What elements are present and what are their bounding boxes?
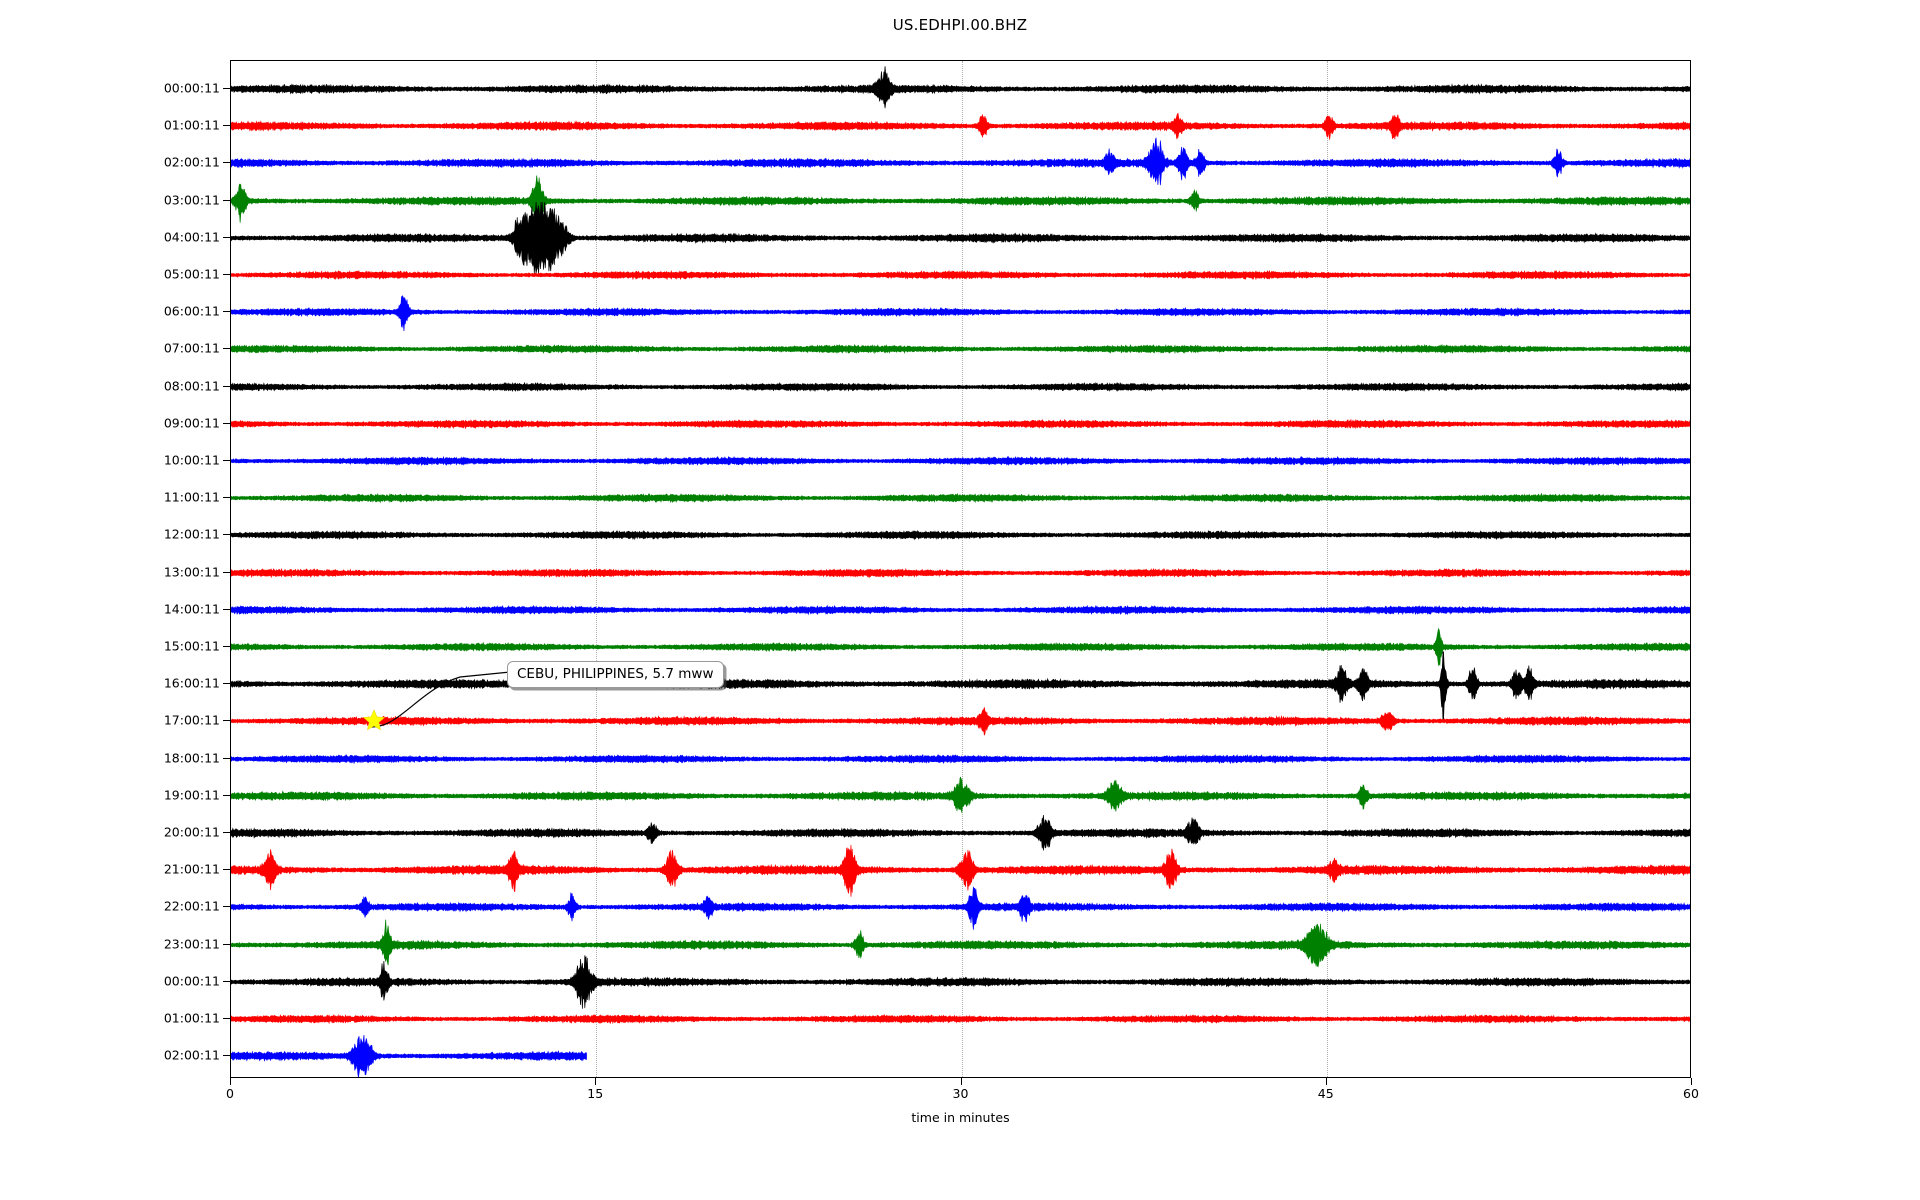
y-axis-tick-mark bbox=[223, 162, 231, 164]
seismogram-trace bbox=[231, 424, 1690, 498]
plot-canvas bbox=[231, 61, 1690, 1077]
seismogram-trace bbox=[231, 275, 1690, 349]
seismogram-trace bbox=[231, 908, 1690, 982]
plot-area bbox=[230, 60, 1691, 1078]
seismogram-trace bbox=[231, 722, 1690, 796]
x-axis-tick-label: 45 bbox=[1317, 1086, 1334, 1101]
y-axis-tick-mark bbox=[223, 683, 231, 685]
seismogram-trace bbox=[231, 126, 1690, 200]
seismogram-trace bbox=[231, 201, 1690, 275]
y-axis-tick-mark bbox=[223, 311, 231, 313]
y-axis-tick-label: 16:00:11 bbox=[163, 675, 220, 691]
y-axis-tick-mark bbox=[223, 869, 231, 871]
y-axis-tick-label: 10:00:11 bbox=[163, 452, 220, 468]
y-axis-tick-label: 01:00:11 bbox=[163, 117, 220, 133]
y-axis-tick-mark bbox=[223, 422, 231, 424]
seismogram-trace bbox=[231, 945, 1690, 1019]
seismogram-trace bbox=[231, 1019, 587, 1077]
x-axis-tick-mark bbox=[230, 1078, 231, 1085]
seismogram-trace bbox=[231, 982, 1690, 1056]
x-axis-tick-mark bbox=[1691, 1078, 1692, 1085]
y-axis-tick-mark bbox=[223, 88, 231, 89]
y-axis-tick-mark bbox=[223, 608, 231, 610]
seismogram-trace bbox=[231, 350, 1690, 424]
seismogram-trace bbox=[231, 796, 1690, 870]
y-axis-tick-mark bbox=[223, 832, 231, 833]
x-axis-tick-mark bbox=[595, 1078, 597, 1085]
seismogram-trace bbox=[231, 238, 1690, 312]
y-axis-tick-mark bbox=[223, 980, 231, 982]
seismogram-trace bbox=[231, 536, 1690, 610]
x-axis-tick-label: 0 bbox=[226, 1086, 234, 1101]
y-axis-tick-label: 00:00:11 bbox=[163, 973, 220, 989]
y-axis-tick-mark bbox=[223, 385, 231, 387]
y-axis-tick-label: 02:00:11 bbox=[163, 154, 220, 170]
seismogram-trace bbox=[231, 312, 1690, 386]
y-axis-tick-label: 13:00:11 bbox=[163, 564, 220, 580]
y-axis-tick-label: 01:00:11 bbox=[163, 1010, 220, 1026]
y-axis-tick-label: 21:00:11 bbox=[163, 861, 220, 877]
y-axis-tick-label: 19:00:11 bbox=[163, 787, 220, 803]
x-axis-tick-label: 60 bbox=[1683, 1086, 1699, 1101]
seismogram-trace bbox=[231, 387, 1690, 461]
gridline-vertical bbox=[1326, 61, 1328, 1077]
y-axis-tick-label: 09:00:11 bbox=[163, 415, 220, 431]
y-axis-tick-mark bbox=[223, 348, 231, 350]
y-axis-tick-mark bbox=[223, 125, 231, 127]
event-annotation-label[interactable]: CEBU, PHILIPPINES, 5.7 mww bbox=[507, 661, 724, 688]
y-axis-tick-label: 00:00:11 bbox=[163, 80, 220, 96]
seismogram-trace bbox=[231, 573, 1690, 647]
y-axis-tick-mark bbox=[223, 274, 231, 275]
y-axis-tick-label: 20:00:11 bbox=[163, 824, 220, 840]
y-axis-tick-label: 22:00:11 bbox=[163, 898, 220, 914]
event-star-icon bbox=[362, 709, 385, 731]
y-axis-tick-mark bbox=[223, 906, 231, 908]
x-axis-label: time in minutes bbox=[911, 1110, 1010, 1125]
y-axis-tick-mark bbox=[223, 534, 231, 536]
seismogram-trace bbox=[231, 61, 1690, 126]
seismogram-trace bbox=[231, 684, 1690, 758]
y-axis-tick-mark bbox=[223, 1055, 231, 1057]
seismogram-trace bbox=[231, 610, 1690, 684]
y-axis-tick-mark bbox=[223, 199, 231, 201]
y-axis-tick-label: 17:00:11 bbox=[163, 712, 220, 728]
y-axis-tick-label: 03:00:11 bbox=[163, 192, 220, 208]
y-axis-tick-mark bbox=[223, 571, 231, 573]
y-axis-tick-mark bbox=[223, 236, 231, 238]
y-axis-tick-label: 23:00:11 bbox=[163, 936, 220, 952]
y-axis-tick-label: 12:00:11 bbox=[163, 526, 220, 542]
seismogram-trace bbox=[231, 164, 1690, 238]
y-axis-tick-mark bbox=[223, 1018, 231, 1019]
y-axis-tick-mark bbox=[223, 646, 231, 647]
y-axis-tick-label: 06:00:11 bbox=[163, 303, 220, 319]
y-axis-tick-label: 08:00:11 bbox=[163, 378, 220, 394]
y-axis-tick-label: 14:00:11 bbox=[163, 601, 220, 617]
page-title: US.EDHPI.00.BHZ bbox=[892, 16, 1028, 34]
gridline-vertical bbox=[961, 61, 963, 1077]
seismogram-trace bbox=[231, 461, 1690, 535]
y-axis-tick-label: 04:00:11 bbox=[163, 229, 220, 245]
y-axis-tick-label: 07:00:11 bbox=[163, 340, 220, 356]
seismogram-trace bbox=[231, 498, 1690, 572]
x-axis-tick-label: 30 bbox=[952, 1086, 969, 1101]
y-axis-tick-mark bbox=[223, 720, 231, 722]
seismogram-trace bbox=[231, 759, 1690, 833]
y-axis-tick-label: 02:00:11 bbox=[163, 1047, 220, 1063]
y-axis-tick-mark bbox=[223, 497, 231, 499]
y-axis-tick-mark bbox=[223, 757, 231, 759]
y-axis-tick-label: 15:00:11 bbox=[163, 638, 220, 654]
seismogram-trace bbox=[231, 833, 1690, 907]
y-axis-tick-mark bbox=[223, 794, 231, 796]
y-axis-tick-label: 11:00:11 bbox=[163, 489, 220, 505]
x-axis-tick-label: 15 bbox=[587, 1086, 604, 1101]
y-axis-tick-mark bbox=[223, 460, 231, 461]
y-axis-tick-label: 18:00:11 bbox=[163, 750, 220, 766]
x-axis-tick-mark bbox=[960, 1078, 962, 1085]
seismogram-trace bbox=[231, 89, 1690, 163]
x-axis-tick-mark bbox=[1325, 1078, 1327, 1085]
y-axis-tick-label: 05:00:11 bbox=[163, 266, 220, 282]
seismogram-trace bbox=[231, 870, 1690, 944]
y-axis-tick-mark bbox=[223, 943, 231, 945]
